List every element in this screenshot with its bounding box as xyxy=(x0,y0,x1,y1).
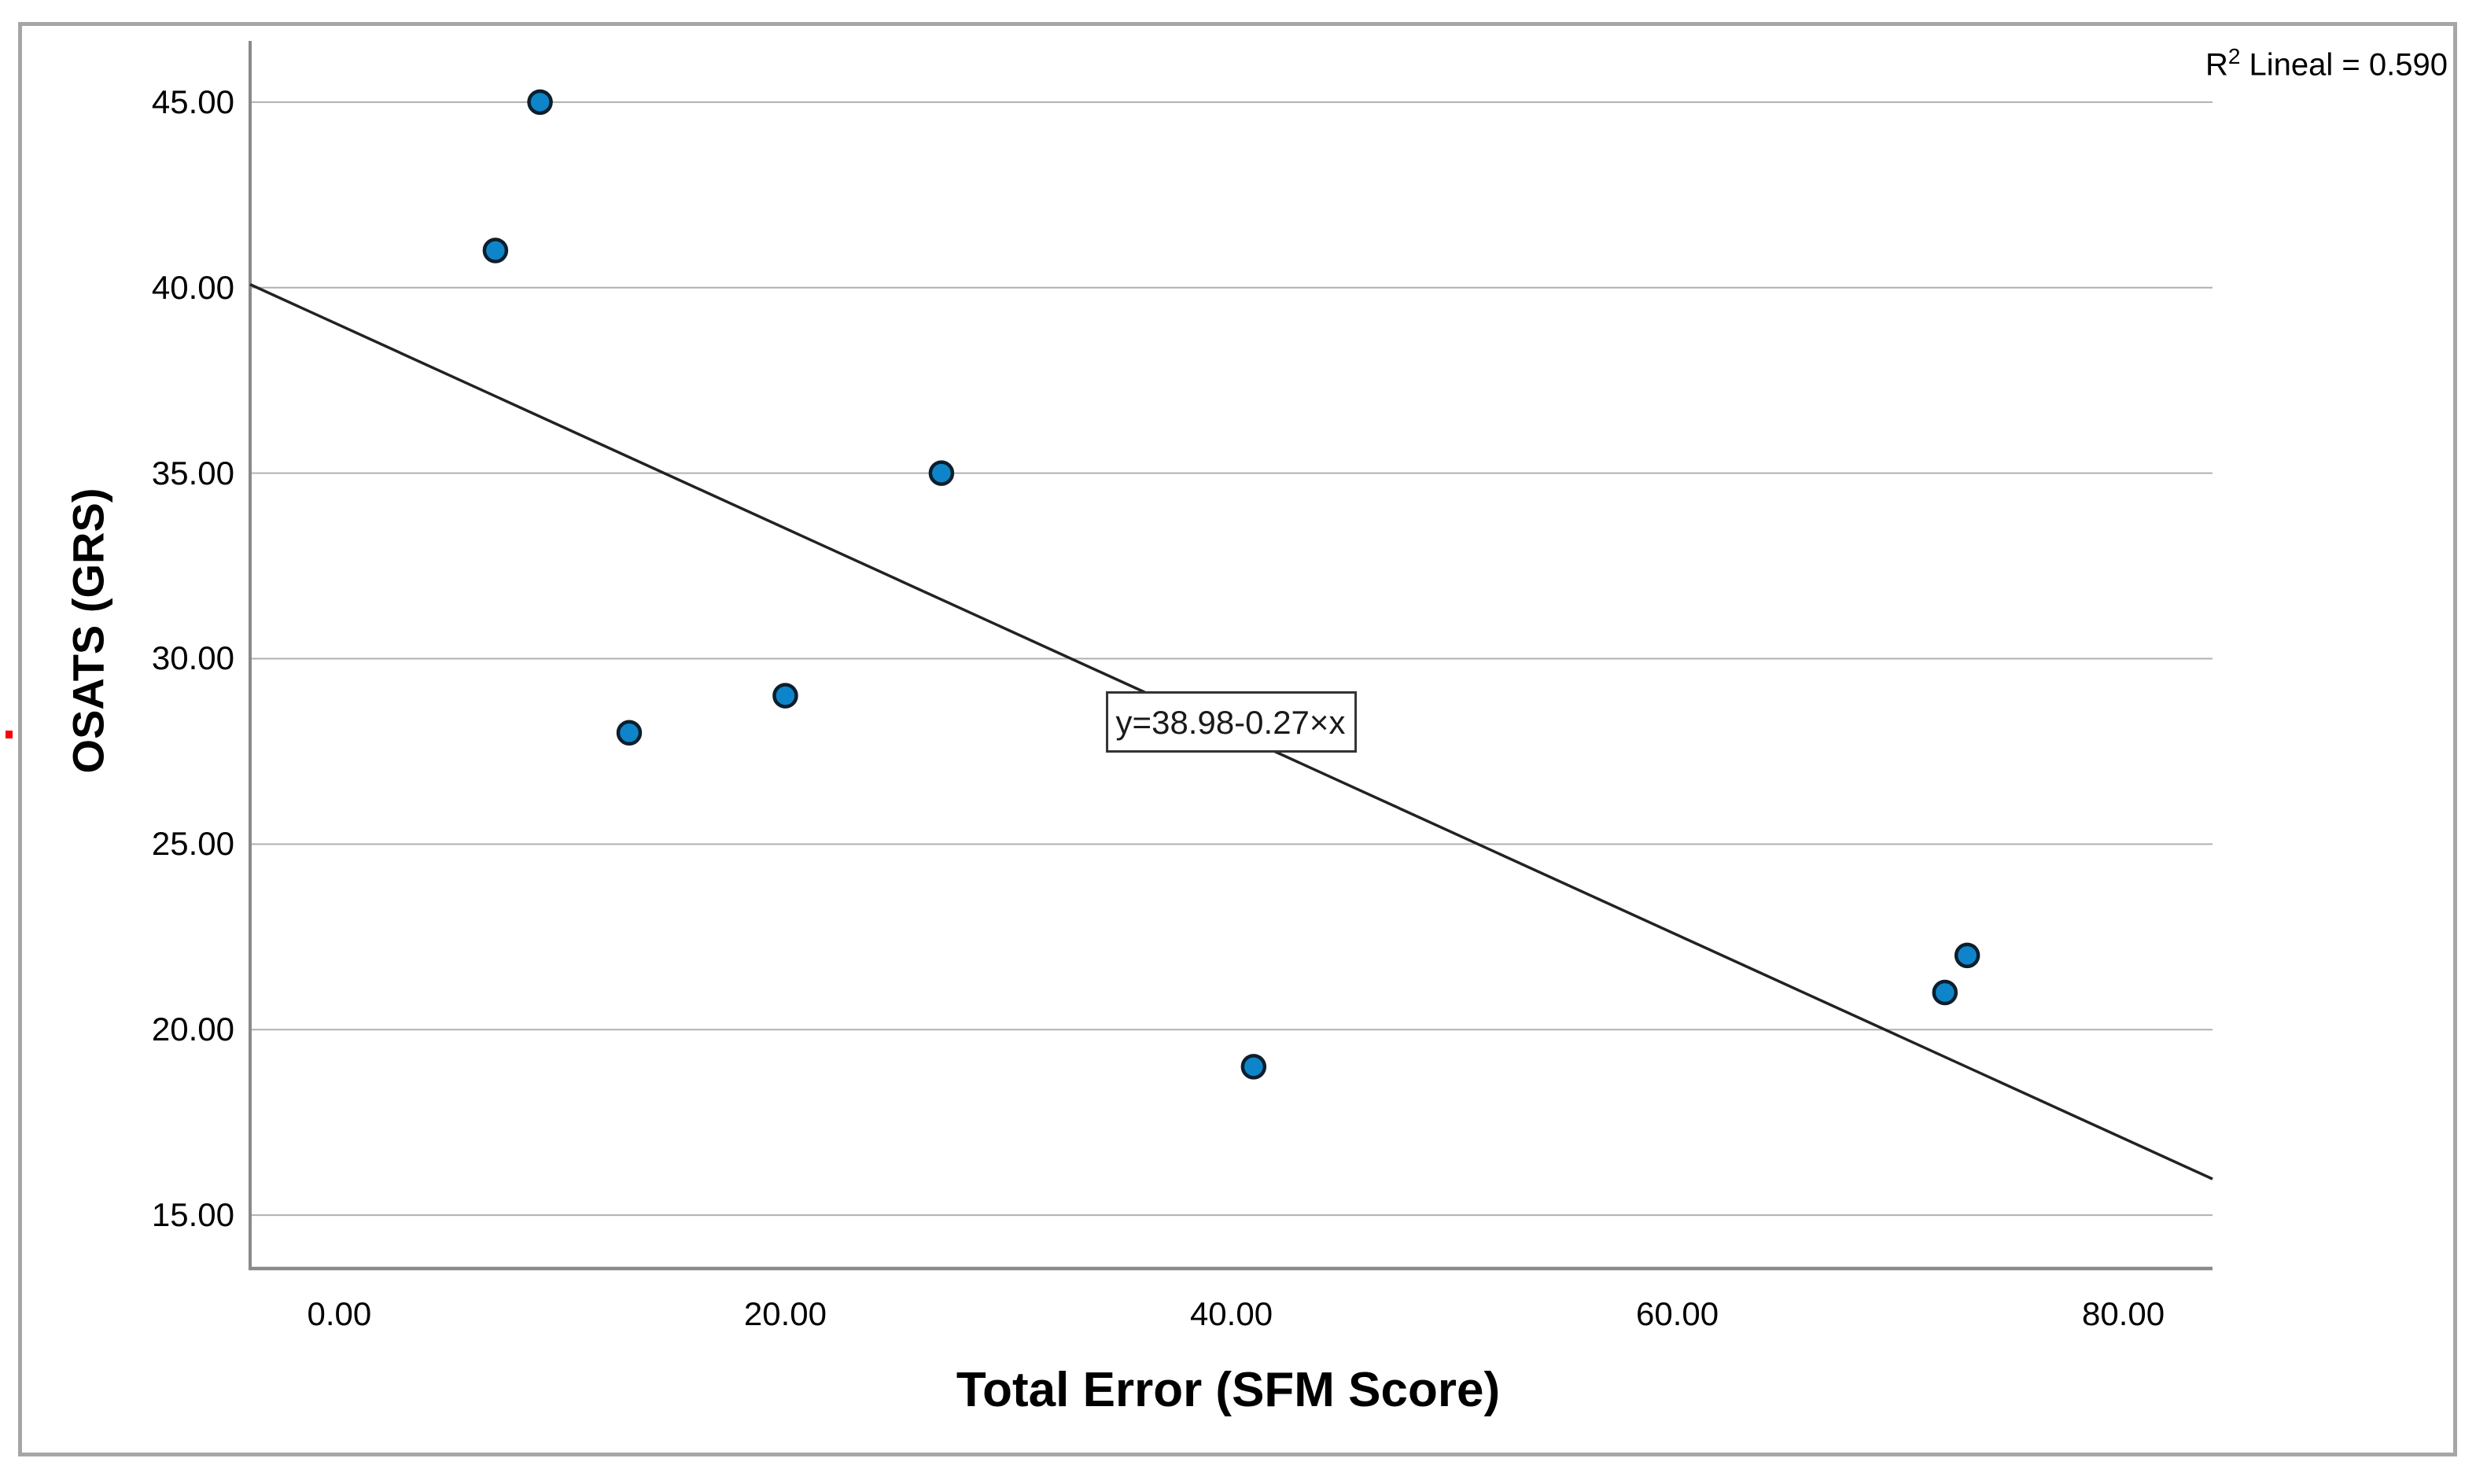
data-point xyxy=(1932,979,1958,1006)
y-tick-label: 45.00 xyxy=(151,83,234,120)
y-tick-label: 25.00 xyxy=(151,825,234,863)
r-squared-base: R xyxy=(2205,47,2228,83)
x-tick-label: 40.00 xyxy=(1189,1295,1273,1332)
x-tick-label: 0.00 xyxy=(307,1295,372,1332)
y-tick-label: 15.00 xyxy=(151,1196,234,1234)
r-squared-value: Lineal = 0.590 xyxy=(2240,47,2448,83)
y-tick-label: 20.00 xyxy=(151,1011,234,1048)
regression-equation-label: y=38.98-0.27×x xyxy=(1105,690,1358,753)
x-tick-label: 20.00 xyxy=(743,1295,827,1332)
y-tick-label: 35.00 xyxy=(151,454,234,492)
figure-border xyxy=(18,22,2457,1456)
y-tick-label: 40.00 xyxy=(151,268,234,306)
r-squared-annotation: R2 Lineal = 0.590 xyxy=(2205,44,2448,83)
data-point xyxy=(527,89,553,116)
r-squared-superscript: 2 xyxy=(2227,44,2241,68)
data-point xyxy=(616,720,643,746)
data-point xyxy=(1240,1054,1267,1080)
y-tick-label: 30.00 xyxy=(151,639,234,677)
x-axis-title: Total Error (SFM Score) xyxy=(956,1363,1501,1417)
data-point xyxy=(1954,942,1980,969)
y-axis-title: OSATS (GRS) xyxy=(63,488,113,774)
data-point xyxy=(482,238,509,263)
data-point xyxy=(772,683,798,709)
x-tick-label: 80.00 xyxy=(2082,1295,2165,1332)
x-tick-label: 60.00 xyxy=(1635,1295,1719,1332)
data-point xyxy=(928,460,955,486)
red-artifact-dot xyxy=(6,731,13,738)
